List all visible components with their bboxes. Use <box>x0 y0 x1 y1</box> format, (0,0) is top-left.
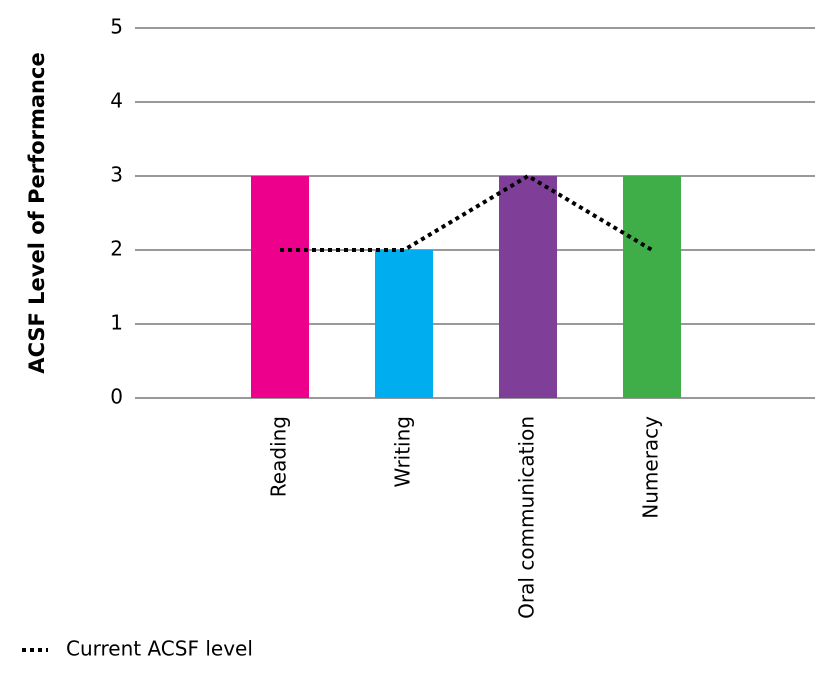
bar <box>251 176 309 398</box>
y-tick-label: 3 <box>110 163 123 187</box>
x-tick-label: Numeracy <box>639 416 663 519</box>
y-axis-label: ACSF Level of Performance <box>25 52 49 373</box>
y-tick-label: 0 <box>110 385 123 409</box>
legend-label: Current ACSF level <box>66 637 253 661</box>
y-tick-label: 4 <box>110 89 123 113</box>
x-tick-label: Reading <box>267 416 291 497</box>
bar <box>375 250 433 398</box>
y-tick-label: 5 <box>110 15 123 39</box>
y-tick-label: 2 <box>110 237 123 261</box>
x-tick-label: Oral communication <box>515 416 539 619</box>
y-tick-label: 1 <box>110 311 123 335</box>
x-tick-label: Writing <box>391 416 415 487</box>
bar <box>499 176 557 398</box>
bar <box>623 176 681 398</box>
line <box>280 173 654 252</box>
